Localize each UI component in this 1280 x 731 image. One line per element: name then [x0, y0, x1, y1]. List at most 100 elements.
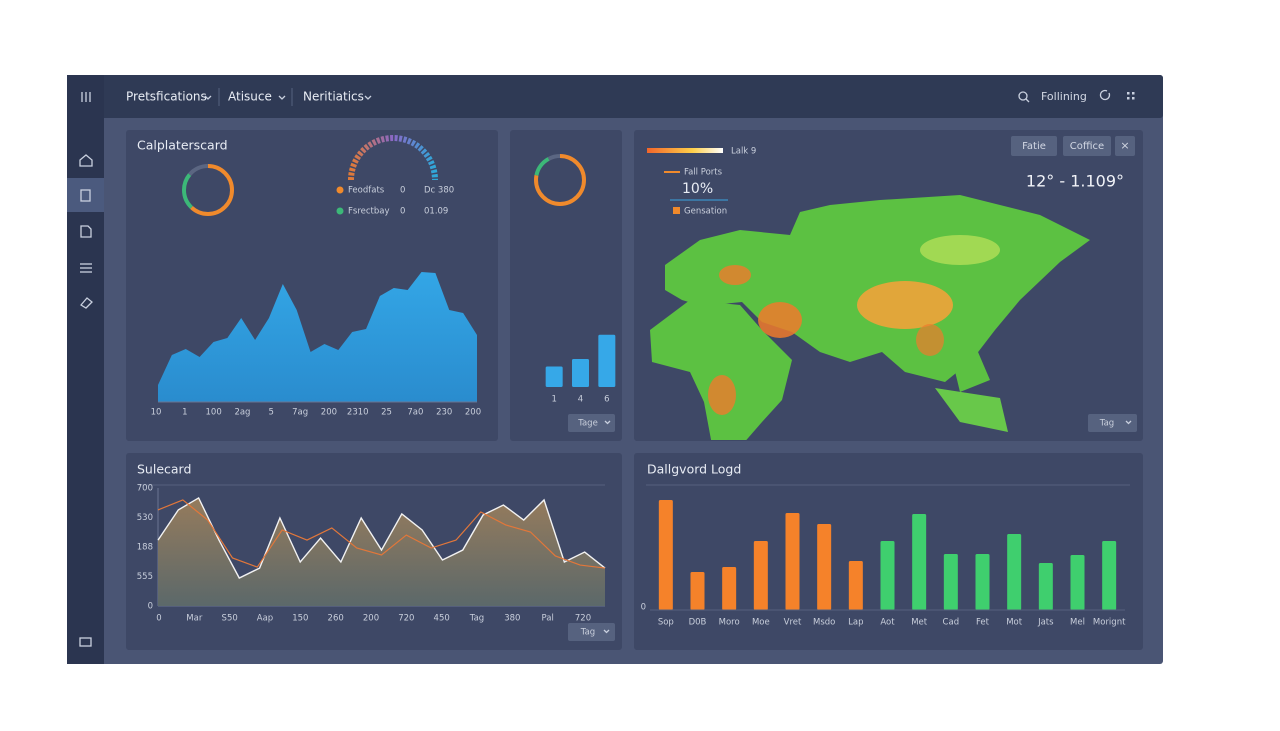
bar	[545, 366, 563, 387]
dropdown-label[interactable]: Tag	[1099, 419, 1114, 429]
bar	[912, 514, 927, 610]
bar	[1038, 563, 1053, 610]
x-tick-label: 200	[363, 614, 379, 624]
x-tick-label: 230	[436, 408, 452, 418]
legend-count: 0	[400, 207, 405, 217]
close-button[interactable]	[1115, 136, 1135, 156]
dropdown[interactable]	[568, 414, 615, 432]
menu[interactable]: Atisuce	[228, 90, 272, 104]
x-tick-label: 450	[434, 614, 450, 624]
x-tick-label: 6	[604, 395, 609, 405]
search-icon[interactable]	[1018, 91, 1030, 103]
line	[157, 496, 606, 579]
y-tick-label: 0	[148, 602, 153, 612]
x-tick-label: 2ag	[234, 408, 250, 418]
sidebar-active	[67, 178, 104, 212]
x-tick-label: Cad	[943, 618, 960, 628]
legend-dot	[336, 207, 344, 215]
x-tick-label: Aot	[880, 618, 895, 628]
map-range: 12° - 1.109°	[1026, 172, 1124, 191]
menu-icon[interactable]	[81, 92, 91, 102]
card-title: Dallgvord Logd	[647, 462, 741, 477]
bar	[1070, 555, 1085, 610]
tag-icon[interactable]	[80, 297, 93, 309]
legend-label: Fall Ports	[684, 168, 723, 178]
x-tick-label: 4	[578, 395, 583, 405]
x-tick-label: Mot	[1006, 618, 1023, 628]
card-title: Calplaterscard	[137, 138, 228, 153]
dropdown[interactable]	[1088, 414, 1137, 432]
x-tick-label: Moe	[752, 618, 770, 628]
bar	[785, 513, 800, 610]
x-tick-label: 260	[328, 614, 344, 624]
dropdown-label[interactable]: Tage	[577, 419, 598, 429]
card-title: Sulecard	[137, 462, 191, 477]
area	[158, 272, 477, 402]
search-label[interactable]: Follining	[1041, 90, 1087, 103]
button[interactable]	[1063, 136, 1111, 156]
chevron	[604, 420, 611, 425]
x-tick-label: Msdo	[813, 618, 835, 628]
y-tick-label: 0	[641, 603, 646, 613]
x-tick-label: Tag	[469, 614, 484, 624]
x-tick-label: 380	[504, 614, 520, 624]
x-tick-label: Morignt	[1093, 618, 1126, 628]
button[interactable]	[1011, 136, 1057, 156]
x-tick-label: Pal	[542, 614, 554, 624]
file-icon[interactable]	[80, 225, 92, 238]
chevron	[1125, 420, 1132, 425]
legend-label: Gensation	[684, 207, 727, 217]
x-tick-label: Lap	[848, 618, 863, 628]
docs-icon[interactable]	[80, 189, 91, 202]
refresh-icon[interactable]	[1099, 89, 1111, 101]
dropdown[interactable]	[568, 623, 615, 641]
x-tick-label: 200	[321, 408, 337, 418]
legend-count: 0	[400, 186, 405, 196]
map	[650, 195, 1090, 440]
x-tick-label: 720	[398, 614, 414, 624]
x-tick-label: 100	[206, 408, 222, 418]
chevron	[603, 629, 610, 634]
x-tick-label: 1	[551, 395, 556, 405]
button-label[interactable]: Coffice	[1070, 141, 1104, 152]
x-tick-label: Jats	[1037, 618, 1054, 628]
donut-segment	[182, 164, 234, 216]
button-label[interactable]: Fatie	[1022, 141, 1046, 152]
menu[interactable]: Pretsfications	[126, 90, 207, 104]
legend-swatch	[673, 207, 680, 214]
top-bar	[67, 75, 1163, 118]
area	[158, 497, 605, 606]
list-icon[interactable]	[80, 263, 92, 273]
x-tick-label: Vret	[784, 618, 802, 628]
home-icon[interactable]	[79, 154, 93, 167]
x-tick-label: 0	[156, 614, 161, 624]
legend-value: Dc 380	[424, 186, 454, 196]
x-tick-label: Aap	[257, 614, 273, 624]
bar	[817, 524, 832, 610]
legend-label: Feodfats	[348, 186, 385, 196]
x-tick-label: Mar	[186, 614, 203, 624]
legend-label: Fsrectbay	[348, 207, 390, 217]
menu[interactable]: Neritiatics	[303, 90, 364, 104]
y-tick-label: 700	[137, 484, 153, 494]
y-tick-label: 188	[137, 543, 153, 553]
x-tick-label: 10	[151, 408, 162, 418]
settings-icon[interactable]	[79, 637, 92, 647]
x-tick-label: Met	[911, 618, 928, 628]
legend-dot	[336, 186, 344, 194]
x-tick-label: 2310	[347, 408, 369, 418]
chevron	[204, 95, 212, 100]
sidebar	[67, 75, 104, 664]
x-tick-label: 25	[381, 408, 392, 418]
bar	[658, 500, 673, 610]
bar	[722, 567, 737, 610]
x-tick-label: Fet	[976, 618, 990, 628]
line	[157, 499, 606, 569]
close-label[interactable]: ×	[1120, 139, 1129, 152]
x-tick-label: 5	[269, 408, 274, 418]
bar	[572, 359, 589, 387]
y-tick-label: 555	[137, 572, 153, 582]
dropdown-label[interactable]: Tag	[580, 628, 595, 638]
x-tick-label: 1	[182, 408, 187, 418]
grid-icon[interactable]	[1127, 92, 1135, 100]
